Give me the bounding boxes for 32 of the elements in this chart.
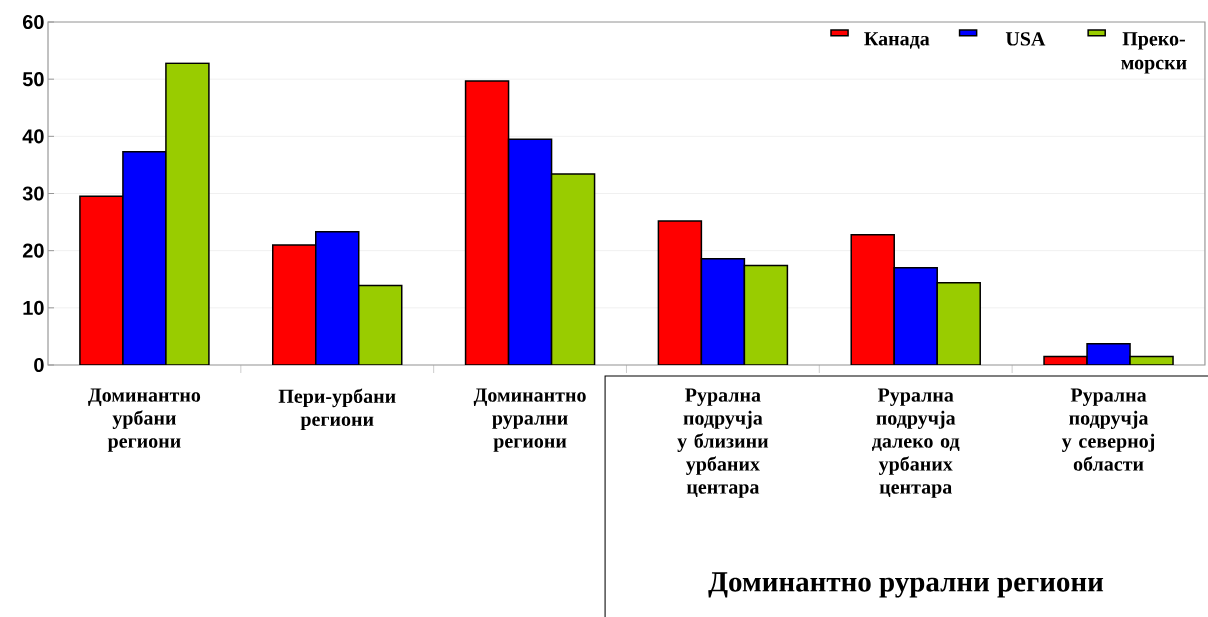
x-tick-label: Доминантно рурални региони [473,388,586,452]
bar [464,80,510,365]
y-tick-label: 10 [23,300,44,315]
bar [936,281,981,365]
y-tick-label: 60 [22,14,44,30]
x-tick-label: Рурална подручја далеко од урбаних центара [872,388,960,498]
bar [358,284,403,365]
x-tick-label: Рурална подручја у близини урбаних центара [677,388,769,498]
bar [657,220,703,365]
y-tick-label: 40 [22,129,44,144]
bar [550,173,596,365]
bar [315,231,360,365]
bar [850,233,895,365]
x-tick-label: Доминантно урбани региони [88,388,201,452]
legend-label: Канада [864,32,930,49]
bar [893,267,938,365]
y-tick-label: 20 [22,243,44,258]
bar [79,195,124,365]
legend-label: USA [1005,32,1046,46]
bar [507,138,553,365]
y-tick-label: 50 [22,72,44,87]
bar [122,151,167,365]
text: Доминантно рурални региони [708,572,1104,598]
bar [165,62,210,365]
x-tick-label: Рурална подручја у северној области [1061,388,1155,471]
y-tick-label: 30 [22,186,44,201]
bar [272,244,317,365]
x-tick-label: Пери-урбани региони [278,388,396,431]
bar [743,264,789,365]
legend-label: Преко-морски [1121,32,1187,74]
y-tick-label: 0 [34,357,44,373]
bar [700,257,746,365]
